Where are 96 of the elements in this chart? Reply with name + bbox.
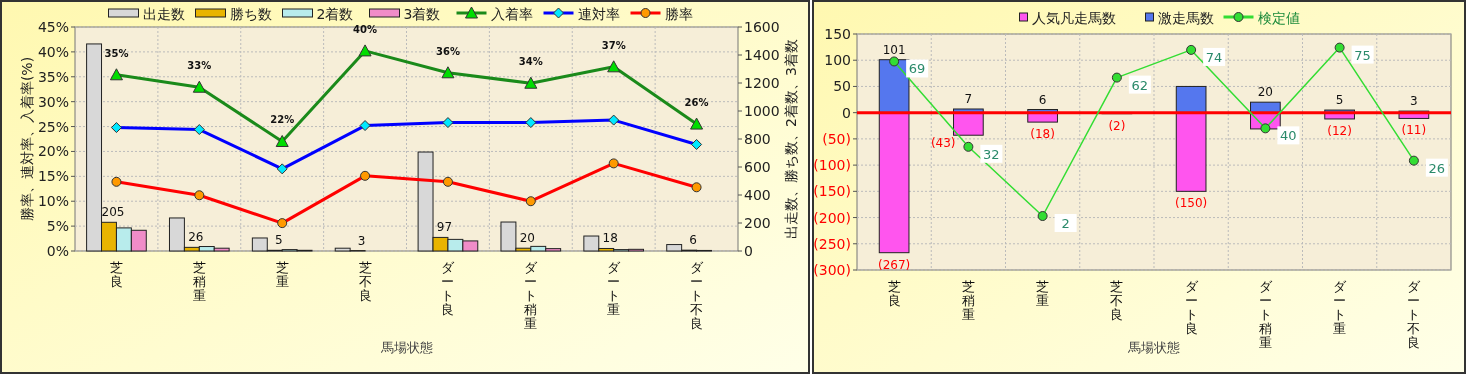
data-label: 5 <box>1335 93 1344 108</box>
data-label: 40 <box>1280 128 1297 144</box>
x-tick-label: 芝不良 <box>1110 279 1124 322</box>
y2-tick-label: 1200 <box>744 75 780 91</box>
data-label: 37% <box>601 39 626 51</box>
x-tick-label: ダート重 <box>607 260 622 317</box>
data-label: 205 <box>101 205 125 220</box>
y-tick-label: (100) <box>813 157 851 174</box>
data-label: (2) <box>1108 118 1126 133</box>
legend-label: 激走馬数 <box>1157 10 1214 26</box>
y-tick-label: (150) <box>813 183 851 200</box>
data-label: 36% <box>435 45 460 57</box>
y2-tick-label: 1400 <box>744 47 780 63</box>
x-axis-title: 馬場状態 <box>1127 340 1180 355</box>
y-tick-label: 0% <box>46 243 69 259</box>
data-label: 26 <box>188 230 204 245</box>
data-label: 5 <box>274 233 283 248</box>
y2-axis-title: 出走数、勝ち数、2着数、3着数 <box>783 39 799 239</box>
data-label: (18) <box>1030 127 1055 142</box>
y-tick-label: 30% <box>37 93 69 110</box>
y2-tick-label: 800 <box>744 131 771 147</box>
legend-label: 2着数 <box>316 6 354 22</box>
data-label: 6 <box>689 233 697 248</box>
data-label: 34% <box>518 56 543 68</box>
y-tick-label: (250) <box>813 235 851 252</box>
data-label: 6 <box>1038 92 1047 107</box>
y-tick-label: 100 <box>824 52 851 69</box>
y-tick-label: 20% <box>37 143 69 160</box>
legend-label: 検定値 <box>1257 10 1300 26</box>
data-label: 22% <box>270 114 295 126</box>
y-tick-label: 10% <box>37 193 69 210</box>
y2-tick-label: 1000 <box>744 103 780 119</box>
y2-tick-label: 1600 <box>744 19 780 35</box>
x-tick-label: 芝稍重 <box>192 260 206 303</box>
data-label: 20 <box>1257 85 1274 100</box>
y-tick-label: 150 <box>824 26 851 42</box>
legend-label: 人気凡走馬数 <box>1031 10 1116 26</box>
x-tick-label: ダート良 <box>1184 279 1199 336</box>
data-label: 3 <box>1410 94 1418 109</box>
legend-label: 勝ち数 <box>229 6 272 22</box>
y2-tick-label: 600 <box>744 159 771 175</box>
y-tick-label: 45% <box>37 19 69 35</box>
x-axis-title: 馬場状態 <box>379 340 433 355</box>
y2-tick-label: 400 <box>744 187 771 203</box>
legend-label: 勝率 <box>664 6 693 22</box>
x-tick-label: 芝不良 <box>358 260 372 303</box>
x-tick-label: 芝稍重 <box>961 279 975 322</box>
y-tick-label: 25% <box>37 118 69 135</box>
data-label: 2 <box>1061 216 1070 232</box>
data-label: 40% <box>353 23 378 35</box>
x-tick-label: ダート重 <box>1333 279 1348 336</box>
data-label: (11) <box>1401 123 1427 138</box>
y-tick-label: 40% <box>37 43 69 60</box>
data-label: (43) <box>930 136 956 151</box>
data-label: 75 <box>1354 47 1371 63</box>
data-label: 26% <box>684 97 709 109</box>
data-label: 62 <box>1131 77 1149 93</box>
x-tick-label: 芝重 <box>1036 279 1050 308</box>
y-tick-label: 50 <box>833 78 851 95</box>
data-label: 32 <box>983 146 1000 162</box>
data-label: (150) <box>1174 196 1208 211</box>
y2-tick-label: 0 <box>744 243 753 259</box>
y-tick-label: 15% <box>37 168 69 185</box>
y-axis-title: 勝率、連対率、入着率(%) <box>19 56 35 222</box>
data-label: 74 <box>1205 49 1223 65</box>
y-tick-label: 35% <box>37 68 69 85</box>
legend-label: 出走数 <box>142 6 185 22</box>
data-label: 33% <box>187 60 212 72</box>
x-tick-label: ダート不良 <box>690 260 705 331</box>
legend-label: 入着率 <box>490 6 533 22</box>
x-tick-label: ダート不良 <box>1407 279 1422 350</box>
data-label: 35% <box>104 47 129 59</box>
x-tick-label: ダート良 <box>441 260 456 317</box>
data-label: 26 <box>1428 160 1446 176</box>
y-tick-label: 0 <box>842 104 851 121</box>
y-tick-label: (300) <box>813 262 851 278</box>
y-tick-label: (200) <box>813 209 851 226</box>
y-tick-label: (50) <box>822 130 851 147</box>
y-tick-label: 5% <box>46 218 69 235</box>
x-tick-label: ダート稍重 <box>524 260 539 331</box>
data-label: 69 <box>908 61 926 77</box>
data-label: 20 <box>519 231 535 246</box>
data-label: 18 <box>602 231 618 246</box>
data-label: 101 <box>882 42 906 57</box>
x-tick-label: 芝重 <box>275 260 289 289</box>
data-label: 97 <box>436 220 453 235</box>
x-tick-label: ダート稍重 <box>1258 279 1273 350</box>
legend-label: 連対率 <box>577 6 620 22</box>
x-tick-label: 芝良 <box>887 279 901 308</box>
data-label: (12) <box>1327 123 1352 138</box>
data-label: 7 <box>964 92 973 106</box>
legend-label: 3着数 <box>403 6 441 22</box>
x-tick-label: 芝良 <box>109 260 123 289</box>
data-label: (267) <box>877 257 911 272</box>
data-label: 3 <box>357 233 366 248</box>
y2-tick-label: 200 <box>744 215 771 231</box>
